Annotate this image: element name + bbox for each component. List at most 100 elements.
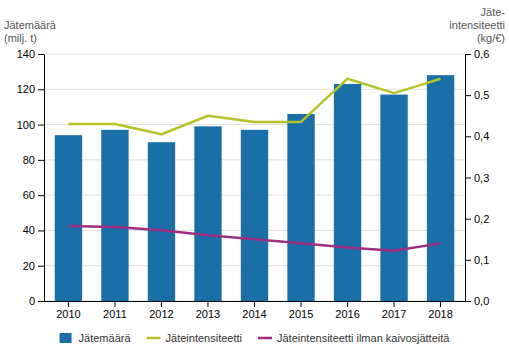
bar-series: [55, 75, 455, 301]
axis-label: Jäte-intensiteetti(kg/€): [449, 6, 505, 44]
tick-mark: [465, 54, 471, 55]
tick-mark: [440, 301, 441, 307]
bar: [427, 75, 454, 301]
tick: 0,5: [465, 89, 489, 101]
bar: [287, 114, 314, 301]
tick-label: 2012: [149, 308, 173, 320]
tick: 0,1: [465, 254, 489, 266]
tick-label: 0: [29, 295, 35, 307]
legend-swatch: [258, 337, 272, 340]
tick-label: 0,2: [474, 213, 489, 225]
tick-label: 2013: [196, 308, 220, 320]
tick-label: 0,5: [474, 89, 489, 101]
tick: 2010: [56, 301, 80, 320]
legend-label: Jäteintensiteetti: [166, 332, 242, 344]
tick-mark: [347, 301, 348, 307]
tick: 0,0: [465, 295, 489, 307]
axis-line: [44, 55, 45, 302]
tick-mark: [161, 301, 162, 307]
tick-label: 0,0: [474, 295, 489, 307]
axis-label-line: intensiteetti: [449, 19, 505, 31]
tick-mark: [38, 160, 44, 161]
tick: 2011: [103, 301, 127, 320]
bar: [148, 142, 175, 301]
tick: 120: [17, 83, 44, 95]
tick-mark: [38, 89, 44, 90]
tick: 0,3: [465, 172, 489, 184]
tick-label: 0,4: [474, 130, 489, 142]
bar: [380, 95, 407, 301]
grid-line: [44, 54, 465, 55]
bar: [241, 130, 268, 301]
tick: 40: [23, 224, 44, 236]
axis-label-line: Jätemäärä: [4, 19, 57, 31]
axis-label: Jätemäärä(milj. t): [4, 19, 57, 44]
line: [68, 226, 440, 251]
tick-label: 140: [17, 48, 35, 60]
y2-axis: 0,0 0,1 0,2 0,3 0,4 0,5 0,6: [465, 48, 489, 307]
tick-mark: [38, 301, 44, 302]
tick-mark: [114, 301, 115, 307]
tick-label: 120: [17, 83, 35, 95]
tick: 0,6: [465, 48, 489, 60]
tick: 0: [29, 295, 44, 307]
axis-label-line: Jäte-: [481, 6, 506, 18]
bar: [334, 84, 361, 301]
tick: 0,4: [465, 130, 489, 142]
chart: 2010 2011 2012 2013 2014 2015 2016 2017 2018 0 20 4…: [0, 0, 509, 355]
tick-label: 80: [23, 154, 35, 166]
tick-mark: [465, 95, 471, 96]
legend-label: Jäteintensiteetti ilman kaivosjätteitä: [277, 332, 450, 344]
line: [68, 79, 440, 135]
tick: 2014: [242, 301, 266, 320]
tick-label: 2017: [382, 308, 406, 320]
tick: 2016: [335, 301, 359, 320]
tick-mark: [38, 266, 44, 267]
axis-label-line: (milj. t): [4, 32, 37, 44]
tick-mark: [68, 301, 69, 307]
tick-label: 2014: [242, 308, 266, 320]
tick-label: 0,3: [474, 172, 489, 184]
tick-mark: [38, 125, 44, 126]
tick-label: 40: [23, 224, 35, 236]
tick-mark: [38, 54, 44, 55]
legend-swatch: [147, 337, 161, 340]
y-axis: 0 20 40 60 80 100 120 140: [17, 48, 45, 307]
marks: [55, 75, 455, 301]
tick-mark: [207, 301, 208, 307]
tick: 2012: [149, 301, 173, 320]
tick-label: 2016: [335, 308, 359, 320]
tick: 20: [23, 260, 44, 272]
tick-label: 2011: [103, 308, 127, 320]
tick-label: 2015: [289, 308, 313, 320]
tick: 0,2: [465, 213, 489, 225]
tick-label: 2018: [428, 308, 452, 320]
tick-label: 100: [17, 119, 35, 131]
legend-item: Jäteintensiteetti ilman kaivosjätteitä: [258, 332, 450, 344]
tick-mark: [465, 219, 471, 220]
bar: [55, 135, 82, 301]
tick-mark: [394, 301, 395, 307]
legend-label: Jätemäärä: [79, 332, 132, 344]
tick-mark: [254, 301, 255, 307]
grid: [44, 54, 465, 301]
tick: 2017: [382, 301, 406, 320]
tick-mark: [465, 178, 471, 179]
bar: [194, 126, 221, 301]
tick-mark: [465, 260, 471, 261]
legend: Jätemäärä Jäteintensiteetti Jäteintensitee…: [60, 332, 451, 344]
tick-mark: [465, 301, 471, 302]
tick-label: 60: [23, 189, 35, 201]
tick-label: 0,6: [474, 48, 489, 60]
tick-label: 20: [23, 260, 35, 272]
tick: 2013: [196, 301, 220, 320]
tick: 60: [23, 189, 44, 201]
tick-label: 0,1: [474, 254, 489, 266]
tick: 2015: [289, 301, 313, 320]
legend-item: Jäteintensiteetti: [147, 332, 242, 344]
tick: 2018: [428, 301, 452, 320]
x-axis: 2010 2011 2012 2013 2014 2015 2016 2017 2018: [45, 301, 466, 320]
legend-swatch: [60, 333, 72, 343]
tick: 80: [23, 154, 44, 166]
tick-mark: [465, 136, 471, 137]
